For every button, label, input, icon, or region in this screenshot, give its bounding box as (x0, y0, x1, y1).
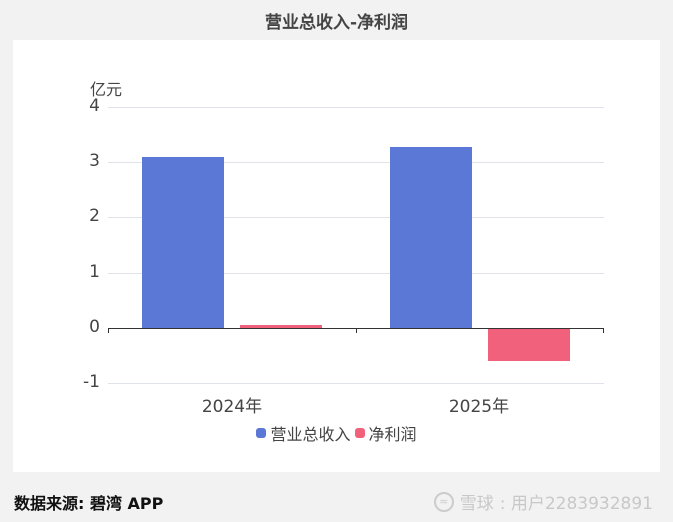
y-tick: 2 (89, 206, 100, 226)
chart-title: 营业总收入-净利润 (264, 13, 409, 33)
gridline (108, 162, 604, 163)
watermark-credit: ≈ 雪球 : 用户2283932891 (433, 489, 653, 514)
bar-net-profit[interactable] (488, 329, 570, 362)
gridline (108, 217, 604, 218)
bar-net-profit[interactable] (240, 325, 322, 328)
x-tick (603, 328, 604, 333)
gridline (108, 273, 604, 274)
bar-revenue[interactable] (142, 157, 224, 328)
y-tick: 0 (89, 317, 100, 337)
legend-item-net-profit[interactable]: 净利润 (354, 421, 417, 445)
user-id: : 用户2283932891 (499, 494, 653, 514)
snowball-logo-icon: ≈ (433, 491, 454, 512)
bar-revenue[interactable] (390, 147, 472, 328)
legend-label: 营业总收入 (270, 425, 351, 444)
y-tick: 3 (89, 151, 100, 171)
y-tick: -1 (83, 372, 100, 392)
x-label: 2024年 (201, 397, 263, 417)
x-tick (108, 328, 109, 333)
brand-name: 雪球 (459, 494, 494, 514)
legend-label: 净利润 (368, 425, 417, 444)
gridline (108, 383, 604, 384)
data-source: 数据来源: 碧湾 APP (14, 494, 164, 513)
legend-swatch-icon (256, 428, 267, 438)
legend-item-revenue[interactable]: 营业总收入 (256, 421, 351, 445)
chart-panel (13, 40, 660, 472)
y-axis-unit: 亿元 (90, 80, 123, 99)
gridline (108, 107, 604, 108)
legend-swatch-icon (354, 428, 365, 438)
x-tick (356, 328, 357, 333)
y-tick: 1 (89, 262, 100, 282)
legend: 营业总收入 净利润 (0, 421, 673, 445)
y-tick: 4 (89, 96, 100, 116)
x-label: 2025年 (448, 397, 510, 417)
